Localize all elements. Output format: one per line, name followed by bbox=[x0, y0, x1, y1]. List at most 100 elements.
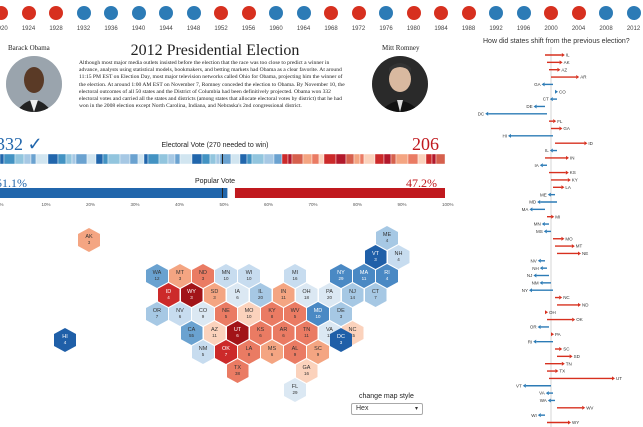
state-hex-mo[interactable]: MO 10 bbox=[238, 302, 260, 326]
timeline-dot-1936[interactable] bbox=[104, 6, 118, 20]
state-hex-ri[interactable]: RI 4 bbox=[376, 264, 398, 288]
timeline-dot-1968[interactable] bbox=[324, 6, 338, 20]
state-hex-ky[interactable]: KY 8 bbox=[261, 302, 283, 326]
state-hex-sc[interactable]: SC 9 bbox=[307, 340, 329, 364]
timeline-dot-2008[interactable] bbox=[599, 6, 613, 20]
electoral-bar-segment bbox=[431, 154, 437, 164]
timeline-dot-2004[interactable] bbox=[571, 6, 586, 20]
state-hex-wv[interactable]: WV 5 bbox=[284, 302, 306, 326]
state-hex-vt[interactable]: VT 3 bbox=[364, 245, 387, 269]
state-hex-nv[interactable]: NV 6 bbox=[169, 302, 191, 326]
state-hex-mt[interactable]: MT 3 bbox=[169, 264, 191, 288]
timeline-year-1940[interactable]: 1940 bbox=[131, 26, 146, 32]
timeline-year-1928[interactable]: 1928 bbox=[49, 26, 63, 32]
state-hex-ar[interactable]: AR 6 bbox=[272, 321, 295, 345]
timeline-dot-1956[interactable] bbox=[241, 6, 256, 20]
timeline-year-1936[interactable]: 1936 bbox=[104, 26, 118, 32]
timeline-year-1960[interactable]: 1960 bbox=[269, 26, 283, 32]
state-hex-il[interactable]: IL 20 bbox=[249, 283, 272, 307]
timeline-dot-1980[interactable] bbox=[406, 6, 421, 20]
timeline-dot-1940[interactable] bbox=[131, 6, 146, 20]
timeline-year-1992[interactable]: 1992 bbox=[489, 26, 503, 32]
timeline-year-1924[interactable]: 1924 bbox=[21, 26, 36, 32]
timeline-year-1972[interactable]: 1972 bbox=[351, 26, 366, 32]
timeline-dot-1992[interactable] bbox=[489, 6, 503, 20]
timeline-dot-1996[interactable] bbox=[516, 6, 531, 20]
timeline-dot-2012[interactable] bbox=[626, 6, 641, 20]
timeline-year-1948[interactable]: 1948 bbox=[186, 26, 201, 32]
state-hex-de[interactable]: DE 3 bbox=[330, 302, 352, 326]
state-hex-ma[interactable]: MA 11 bbox=[353, 264, 375, 288]
timeline-dot-1952[interactable] bbox=[214, 6, 228, 20]
state-hex-nh[interactable]: NH 4 bbox=[387, 245, 410, 269]
state-hex-ct[interactable]: CT 7 bbox=[364, 283, 387, 307]
state-hex-dc[interactable]: DC 3 bbox=[330, 328, 352, 352]
state-hex-nj[interactable]: NJ 14 bbox=[341, 283, 364, 307]
timeline-dot-1964[interactable] bbox=[296, 6, 311, 20]
timeline-year-1956[interactable]: 1956 bbox=[241, 26, 256, 32]
state-hex-tn[interactable]: TN 11 bbox=[295, 321, 318, 345]
timeline-year-2000[interactable]: 2000 bbox=[544, 26, 558, 32]
timeline-year-2012[interactable]: 2012 bbox=[626, 26, 641, 32]
state-hex-co[interactable]: CO 9 bbox=[192, 302, 214, 326]
timeline-dot-2000[interactable] bbox=[544, 6, 558, 20]
state-hex-id[interactable]: ID 4 bbox=[157, 283, 180, 307]
timeline-year-1944[interactable]: 1944 bbox=[159, 26, 173, 32]
state-hex-sd[interactable]: SD 3 bbox=[203, 283, 226, 307]
state-hex-md[interactable]: MD 10 bbox=[307, 302, 329, 326]
state-hex-fl[interactable]: FL 29 bbox=[284, 378, 306, 402]
timeline-year-2004[interactable]: 2004 bbox=[571, 26, 586, 32]
timeline-dot-1928[interactable] bbox=[49, 6, 63, 20]
electoral-bar-caption: Electoral Vote (270 needed to win) bbox=[161, 142, 269, 149]
state-hex-wi[interactable]: WI 10 bbox=[238, 264, 260, 288]
timeline-dot-1976[interactable] bbox=[379, 6, 393, 20]
state-hex-ia[interactable]: IA 6 bbox=[226, 283, 249, 307]
timeline-dot-1920[interactable] bbox=[0, 6, 8, 20]
timeline-dot-1984[interactable] bbox=[434, 6, 448, 20]
timeline-year-1996[interactable]: 1996 bbox=[516, 26, 531, 32]
map-style-select[interactable]: Hex ▾ bbox=[351, 403, 423, 415]
timeline-year-1976[interactable]: 1976 bbox=[379, 26, 393, 32]
state-hex-al[interactable]: AL 9 bbox=[284, 340, 306, 364]
timeline-dot-1972[interactable] bbox=[351, 6, 366, 20]
state-hex-oh[interactable]: OH 18 bbox=[295, 283, 318, 307]
timeline-dot-1988[interactable] bbox=[461, 6, 476, 20]
state-hex-wa[interactable]: WA 12 bbox=[146, 264, 168, 288]
state-hex-hi[interactable]: HI 4 bbox=[54, 328, 76, 352]
state-hex-ca[interactable]: CA 55 bbox=[180, 321, 203, 345]
state-hex-ak[interactable]: AK 3 bbox=[78, 228, 100, 252]
state-hex-ne[interactable]: NE 5 bbox=[215, 302, 237, 326]
state-hex-tx[interactable]: TX 38 bbox=[226, 359, 249, 383]
state-hex-ga[interactable]: GA 16 bbox=[295, 359, 318, 383]
timeline-dot-1924[interactable] bbox=[21, 6, 36, 20]
timeline-year-1952[interactable]: 1952 bbox=[214, 26, 228, 32]
state-hex-la[interactable]: LA 8 bbox=[238, 340, 260, 364]
timeline-dot-1944[interactable] bbox=[159, 6, 173, 20]
state-hex-ok[interactable]: OK 7 bbox=[215, 340, 237, 364]
state-hex-me[interactable]: ME 4 bbox=[376, 226, 398, 250]
state-hex-ks[interactable]: KS 6 bbox=[249, 321, 272, 345]
state-hex-in[interactable]: IN 11 bbox=[272, 283, 295, 307]
state-hex-wy[interactable]: WY 3 bbox=[180, 283, 203, 307]
state-hex-nd[interactable]: ND 3 bbox=[192, 264, 214, 288]
state-hex-or[interactable]: OR 7 bbox=[146, 302, 168, 326]
timeline-year-1932[interactable]: 1932 bbox=[76, 26, 91, 32]
timeline-year-1980[interactable]: 1980 bbox=[406, 26, 421, 32]
timeline-year-1988[interactable]: 1988 bbox=[461, 26, 476, 32]
state-hex-pa[interactable]: PA 20 bbox=[318, 283, 341, 307]
timeline-year-2008[interactable]: 2008 bbox=[599, 26, 613, 32]
state-hex-nm[interactable]: NM 5 bbox=[192, 340, 214, 364]
state-hex-az[interactable]: AZ 11 bbox=[203, 321, 226, 345]
state-hex-ny[interactable]: NY 29 bbox=[330, 264, 352, 288]
state-hex-mi[interactable]: MI 16 bbox=[284, 264, 306, 288]
timeline-year-1964[interactable]: 1964 bbox=[296, 26, 311, 32]
timeline-year-1920[interactable]: 1920 bbox=[0, 26, 8, 32]
state-hex-ut[interactable]: UT 6 bbox=[226, 321, 249, 345]
timeline-year-1984[interactable]: 1984 bbox=[434, 26, 448, 32]
state-hex-mn[interactable]: MN 10 bbox=[215, 264, 237, 288]
timeline-dot-1932[interactable] bbox=[76, 6, 91, 20]
state-hex-ms[interactable]: MS 6 bbox=[261, 340, 283, 364]
timeline-year-1968[interactable]: 1968 bbox=[324, 26, 338, 32]
timeline-dot-1960[interactable] bbox=[269, 6, 283, 20]
timeline-dot-1948[interactable] bbox=[186, 6, 201, 20]
